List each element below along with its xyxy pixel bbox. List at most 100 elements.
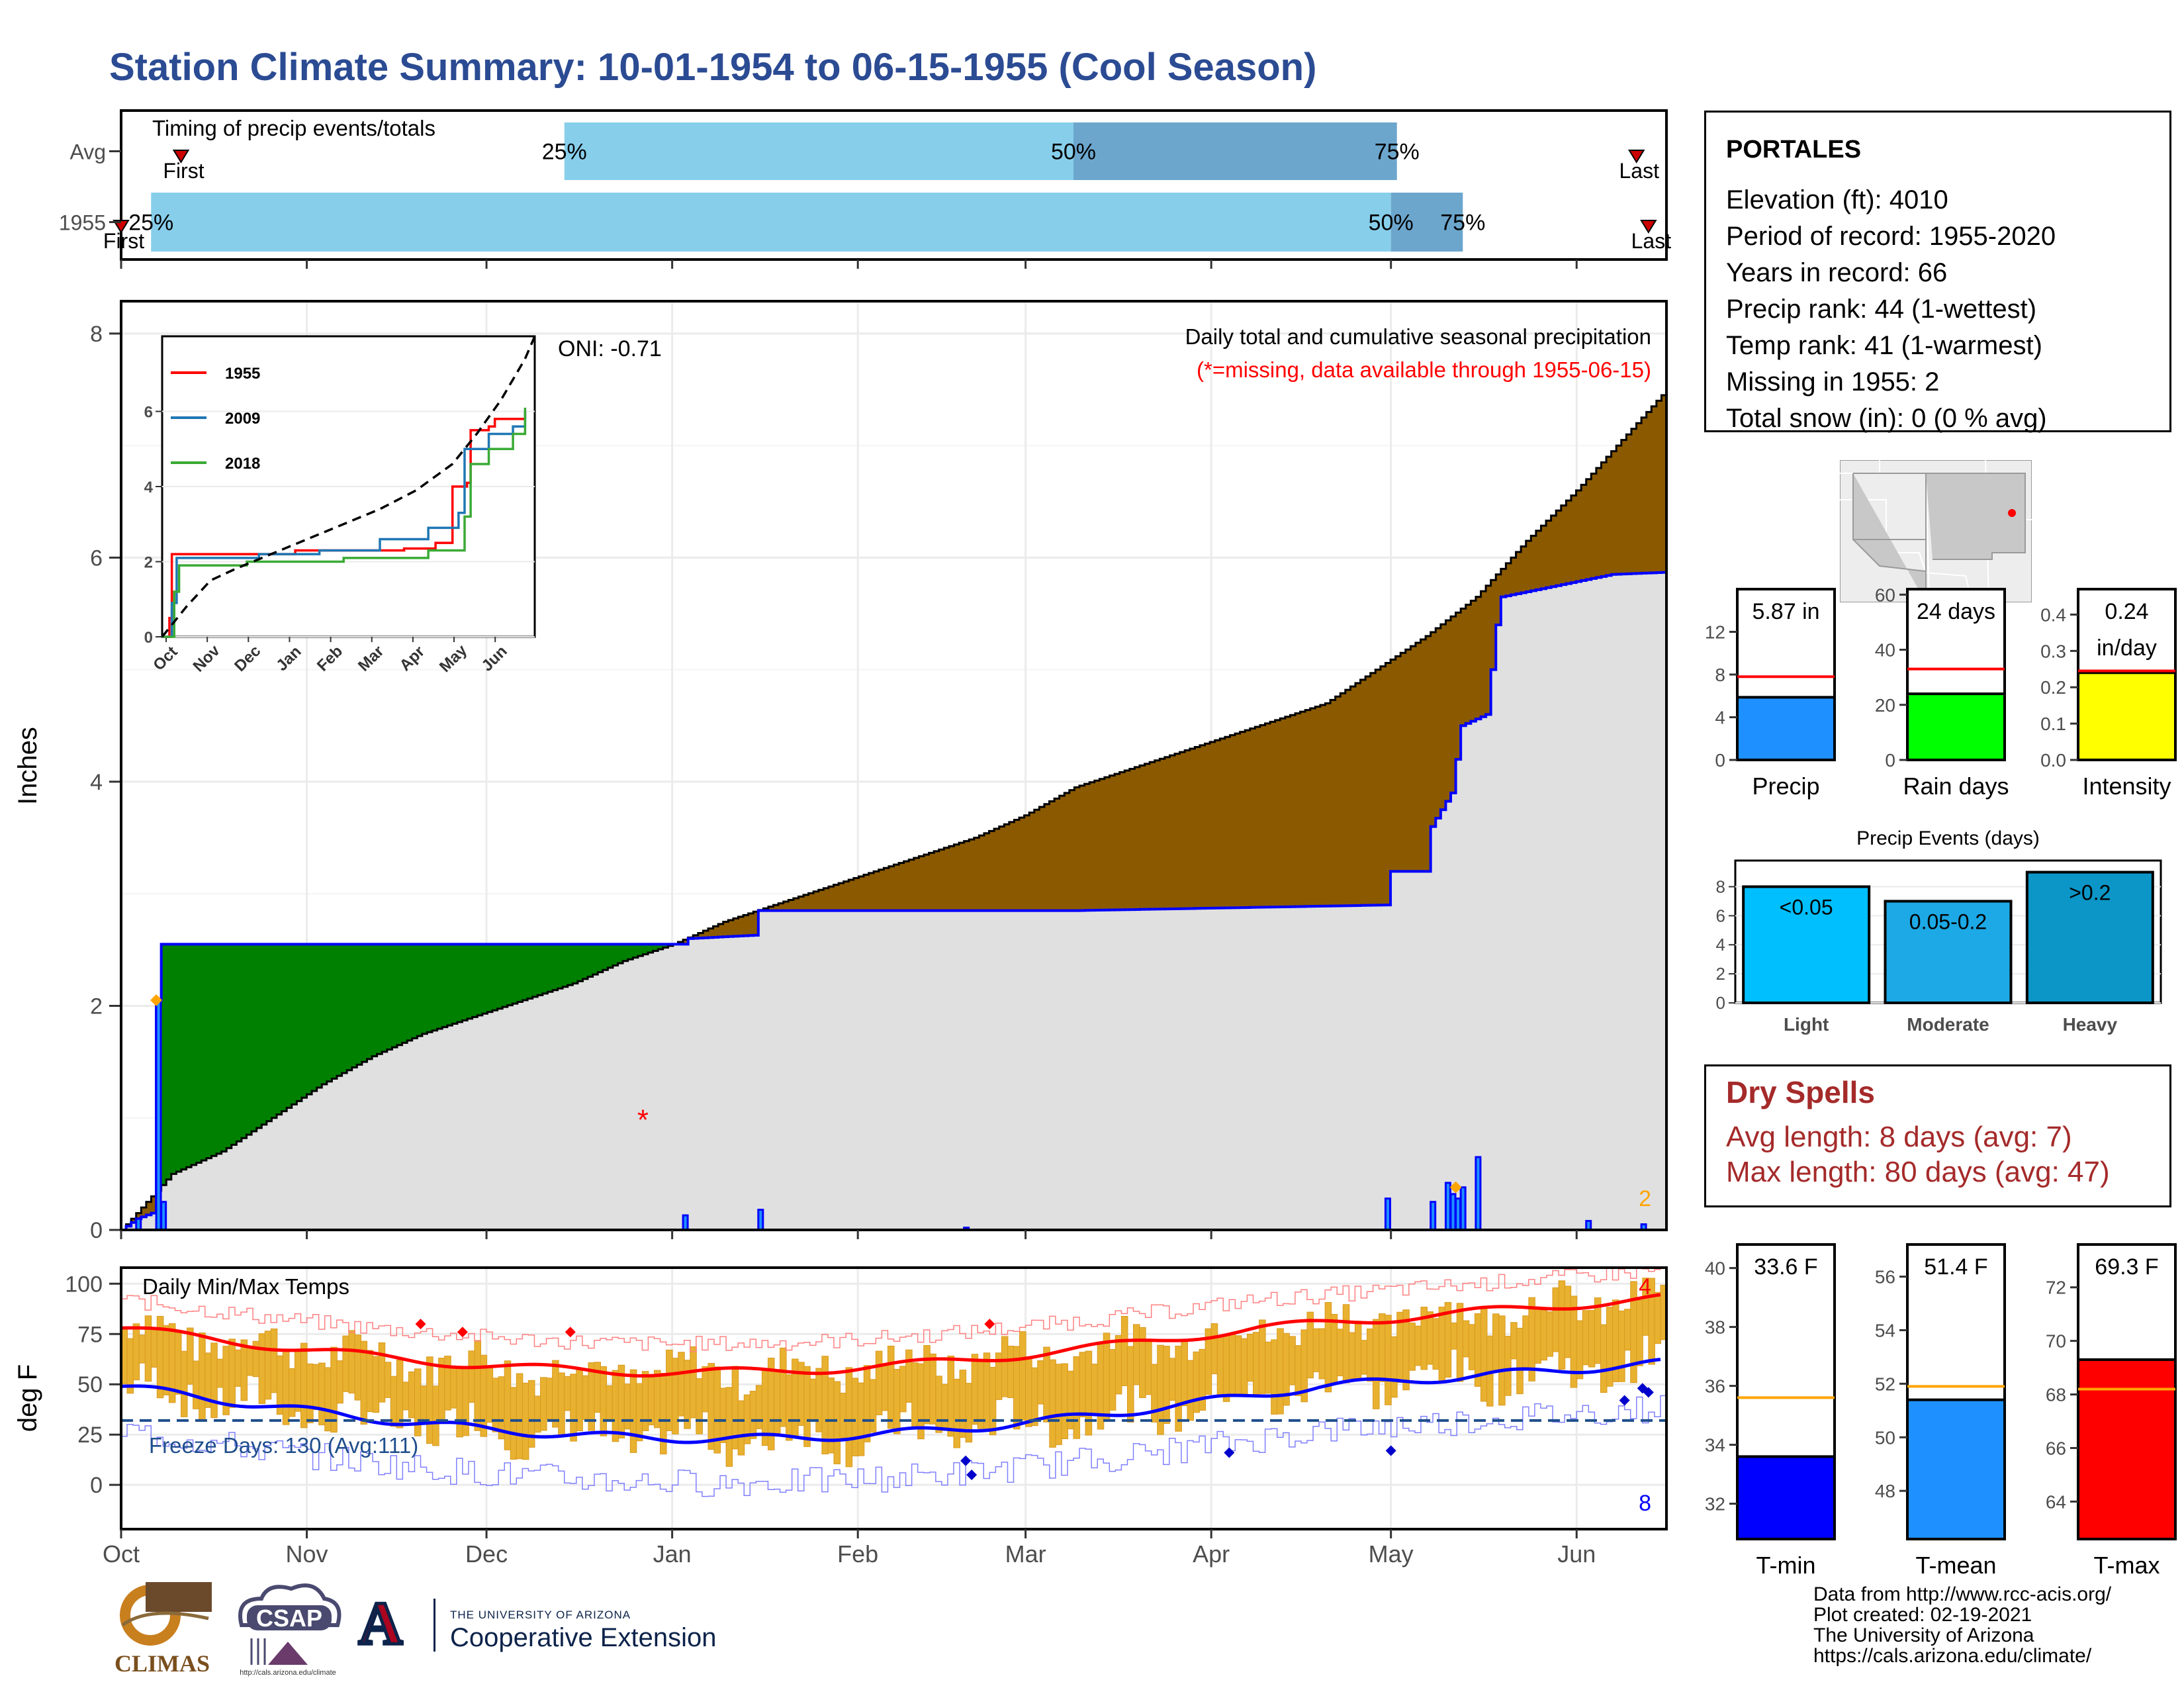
daily-precip-bar (757, 1209, 764, 1231)
ua-divider (433, 1599, 435, 1652)
daily-temp-range-bar (1271, 1339, 1278, 1415)
daily-temp-range-bar (1366, 1328, 1374, 1382)
precip-surplus-area (467, 944, 473, 1019)
daily-temp-range-bar (1408, 1323, 1416, 1371)
first-event-label: First (163, 159, 204, 183)
precip-deficit-area (1400, 653, 1406, 872)
daily-temp-range-bar (887, 1345, 895, 1429)
precip-surplus-area (287, 944, 293, 1108)
precip-deficit-area (798, 896, 804, 911)
precip-deficit-area (989, 831, 995, 911)
rain_days-y-tick-label: 60 (1875, 585, 1895, 605)
timing-clip-guide (0, 111, 120, 259)
precip-deficit-area (1430, 632, 1436, 827)
daily-temp-range-bar (1324, 1302, 1332, 1393)
daily-temp-range-bar (1289, 1336, 1296, 1385)
dry-spells-heading: Dry Spells (1726, 1075, 1875, 1109)
daily-temp-range-bar (1187, 1360, 1195, 1421)
daily-temp-range-bar (851, 1378, 859, 1457)
inset-y-tick-label: 2 (144, 554, 153, 572)
precip-deficit-area (1576, 490, 1582, 582)
precip-deficit-area (1445, 620, 1451, 802)
precip-surplus-area (171, 944, 177, 1174)
precip-deficit-area (874, 871, 880, 911)
daily-temp-range-bar (462, 1368, 469, 1436)
precip-surplus-area (382, 944, 388, 1052)
precip-deficit-area (1395, 656, 1401, 872)
daily-temp-range-bar (1163, 1346, 1170, 1425)
first-event-marker (172, 150, 190, 164)
events-y-tick-label: 6 (1716, 906, 1725, 925)
precip-surplus-area (377, 944, 383, 1055)
daily-temp-range-bar (174, 1332, 182, 1395)
daily-temp-range-bar (702, 1366, 709, 1413)
precip-surplus-area (588, 944, 594, 977)
daily-temp-range-bar (1222, 1335, 1230, 1402)
precip-surplus-area (186, 944, 192, 1168)
daily-temp-range-bar (690, 1346, 697, 1419)
events-y-tick-label: 0 (1716, 993, 1725, 1013)
inset-avg-line (161, 336, 536, 638)
daily-temp-range-bar (1385, 1315, 1392, 1405)
daily-temp-range-bar (905, 1349, 913, 1403)
daily-temp-range-bar (468, 1350, 475, 1403)
precip-deficit-area (1189, 748, 1195, 909)
precip_total-y-tick-label: 0 (1715, 750, 1725, 771)
record-low-marker (1385, 1445, 1396, 1456)
precip-deficit-area (1049, 801, 1055, 911)
precip-deficit-area (1380, 666, 1387, 906)
precip-deficit-area (1390, 659, 1396, 872)
daily-temp-range-bar (755, 1385, 763, 1429)
daily-precip-bar (160, 1201, 167, 1231)
year-cumulative-line (121, 571, 1668, 1231)
daily-temp-range-bar (1462, 1320, 1470, 1358)
precip-deficit-area (853, 878, 860, 911)
precip-deficit-area (1556, 510, 1562, 586)
precip-y-axis-label: Inches (13, 727, 42, 805)
daily-temp-range-bar (899, 1366, 907, 1413)
inset-legend-label: 2018 (225, 455, 260, 473)
precip_total-bar (1736, 696, 1836, 761)
precip-deficit-area (808, 893, 814, 911)
daily-temp-range-bar (653, 1370, 661, 1429)
oni-label: ONI: -0.71 (558, 336, 662, 361)
intensity-y-tick-label: 0.2 (2040, 677, 2066, 698)
daily-temp-range-bar (1582, 1310, 1590, 1366)
daily-temp-range-bar (1043, 1346, 1050, 1423)
daily-temp-range-bar (1025, 1356, 1032, 1427)
precip-surplus-area (537, 944, 543, 996)
precip-deficit-area (1195, 747, 1201, 909)
daily-temp-range-bar (318, 1362, 326, 1426)
events-bar-moderate (1884, 900, 2013, 1005)
daily-temp-range-bar (678, 1352, 685, 1417)
daily-temp-range-bar (707, 1363, 715, 1450)
precip-surplus-area (361, 944, 368, 1062)
daily-temp-range-bar (635, 1383, 643, 1442)
temp-x-tick-label: Jan (653, 1540, 692, 1568)
daily-temp-range-bar (1606, 1307, 1614, 1387)
daily-precip-bar (1449, 1193, 1457, 1231)
precip-deficit-area (723, 921, 729, 937)
daily-temp-range-bar (1522, 1315, 1529, 1368)
precip-deficit-area (1365, 676, 1371, 906)
precip-deficit-area (1034, 810, 1040, 911)
precip-deficit-area (773, 905, 779, 911)
tmax-y-tick-label: 70 (2046, 1331, 2066, 1352)
last-event-marker (1627, 150, 1645, 164)
csap-mountain-icon (268, 1642, 308, 1665)
precip-surplus-area (608, 944, 614, 968)
precip-surplus-area (662, 944, 668, 948)
daily-temp-range-bar (1312, 1328, 1320, 1372)
precip-deficit-area (1089, 782, 1095, 911)
daily-temp-range-bar (384, 1362, 392, 1398)
precip-deficit-area (1541, 526, 1547, 589)
temp-x-tick-label: Apr (1193, 1540, 1230, 1568)
precip-surplus-area (497, 944, 503, 1009)
precip-surplus-area (347, 944, 353, 1070)
temp-y-tick-label: 25 (77, 1423, 103, 1448)
precip-deficit-area (1004, 824, 1010, 911)
precip-deficit-area (1480, 591, 1486, 717)
precip-deficit-area (1636, 423, 1642, 574)
precip-deficit-area (1440, 624, 1447, 810)
daily-temp-range-bar (1037, 1360, 1044, 1405)
